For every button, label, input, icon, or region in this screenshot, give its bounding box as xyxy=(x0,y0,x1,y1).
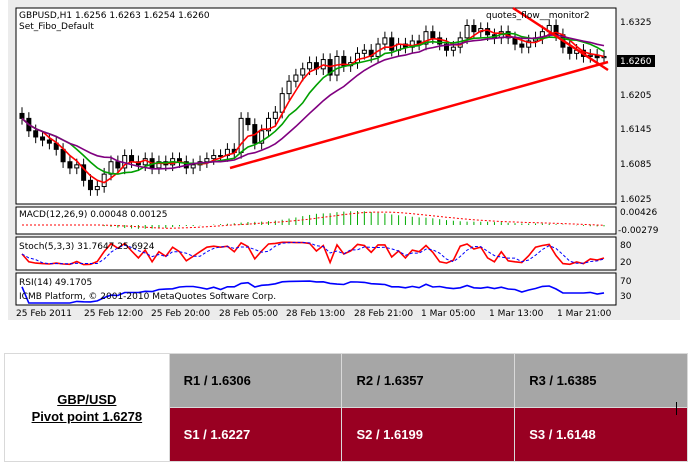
rsi-line xyxy=(21,280,605,304)
pivot-table: GBP/USD Pivot point 1.6278 R1 / 1.6306 R… xyxy=(4,353,688,462)
candle-body xyxy=(526,40,532,48)
macd-tick: 0.00426 xyxy=(620,208,657,218)
candle-body xyxy=(464,24,470,39)
candle-body xyxy=(115,161,121,169)
chart-template: Set_Fibo_Default xyxy=(19,22,94,32)
candle-body xyxy=(101,173,107,188)
candle-body xyxy=(444,43,450,51)
candle-body xyxy=(74,164,80,169)
candle-body xyxy=(204,158,210,163)
pivot-point: Pivot point 1.6278 xyxy=(31,408,143,424)
candle-body xyxy=(218,155,224,158)
time-label: 25 Feb 2011 xyxy=(16,309,72,319)
macd-label: MACD(12,26,9) 0.00048 0.00125 xyxy=(19,210,168,220)
stoch-tick: 80 xyxy=(620,241,632,251)
pair-name: GBP/USD xyxy=(57,391,117,407)
candle-body xyxy=(245,117,251,126)
stoch-tick: 20 xyxy=(620,258,632,268)
candle-body xyxy=(259,130,265,144)
pivot-title-cell: GBP/USD Pivot point 1.6278 xyxy=(4,353,170,462)
price-tick: 1.6145 xyxy=(620,125,652,135)
copyright: ICMB Platform, © 2001-2010 MetaQuotes So… xyxy=(19,292,276,302)
time-label: 25 Feb 20:00 xyxy=(151,309,210,319)
candle-body xyxy=(81,164,87,181)
ma-mid-line xyxy=(21,32,605,175)
rsi-tick: 30 xyxy=(620,292,632,302)
candle-body xyxy=(286,80,292,95)
candle-body xyxy=(33,130,39,138)
ma-fast-line xyxy=(21,29,605,184)
resistance-trendline[interactable] xyxy=(512,6,609,72)
candle-body xyxy=(211,155,217,160)
price-tick: 1.6325 xyxy=(620,18,652,28)
candle-body xyxy=(450,46,456,51)
time-label: 1 Mar 13:00 xyxy=(489,309,544,319)
chart-canvas[interactable]: GBPUSD,H1 1.6256 1.6263 1.6254 1.6260 Se… xyxy=(8,0,680,320)
support-s2: S2 / 1.6199 xyxy=(341,407,516,462)
resistance-r2: R2 / 1.6357 xyxy=(341,353,516,408)
support-s1: S1 / 1.6227 xyxy=(168,407,343,462)
indicator-tag: quotes_flow__monitor2 xyxy=(486,11,590,21)
candle-body xyxy=(87,179,93,191)
candle-body xyxy=(300,68,306,76)
candle-body xyxy=(382,37,388,45)
support-trendline[interactable] xyxy=(229,60,609,170)
price-chart[interactable]: GBPUSD,H1 1.6256 1.6263 1.6254 1.6260 Se… xyxy=(8,0,680,320)
time-label: 28 Feb 21:00 xyxy=(354,309,413,319)
resistance-r3: R3 / 1.6385 xyxy=(514,353,688,408)
stoch-main-line xyxy=(21,241,605,266)
resistance-r1: R1 / 1.6306 xyxy=(168,353,343,408)
candle-body xyxy=(46,139,52,144)
stoch-panel xyxy=(15,236,617,271)
macd-tick: -0.00279 xyxy=(618,226,659,236)
candle-body xyxy=(129,155,135,163)
price-series xyxy=(19,19,607,196)
time-label: 28 Feb 13:00 xyxy=(286,309,345,319)
candle-body xyxy=(361,49,367,54)
rsi-label: RSI(14) 49.1705 xyxy=(19,278,92,288)
candle-body xyxy=(293,74,299,82)
time-axis: 25 Feb 2011 25 Feb 12:00 25 Feb 20:00 28… xyxy=(16,309,612,319)
candle-body xyxy=(272,111,278,119)
candle-body xyxy=(279,93,285,113)
current-price-box xyxy=(617,55,655,67)
ma-slow-line xyxy=(21,34,605,170)
candle-body xyxy=(40,136,46,141)
rsi-tick: 70 xyxy=(620,277,632,287)
stoch-series xyxy=(21,241,605,266)
candle-body xyxy=(67,161,73,169)
stoch-signal-line xyxy=(21,241,605,265)
candle-body xyxy=(307,62,313,70)
stoch-label: Stoch(5,3,3) 31.7647 25.6924 xyxy=(19,242,155,252)
support-s3: S3 / 1.6148 xyxy=(514,407,688,462)
candle-body xyxy=(19,112,25,119)
time-label: 1 Mar 21:00 xyxy=(557,309,612,319)
price-tick: 1.6025 xyxy=(620,195,652,205)
candle-body xyxy=(238,117,244,153)
time-label: 25 Feb 12:00 xyxy=(84,309,143,319)
candle-body xyxy=(60,148,66,163)
rsi-panel xyxy=(15,272,617,306)
text-cursor xyxy=(676,402,677,415)
chart-header: GBPUSD,H1 1.6256 1.6263 1.6254 1.6260 xyxy=(19,11,210,21)
candle-body xyxy=(423,31,429,45)
candle-body xyxy=(519,43,525,48)
candle-body xyxy=(567,46,573,54)
time-label: 1 Mar 05:00 xyxy=(421,309,476,319)
price-tick: 1.6085 xyxy=(620,160,652,170)
price-tick: 1.6205 xyxy=(620,91,652,101)
candle-body xyxy=(389,37,395,51)
candle-body xyxy=(471,24,477,33)
rsi-series xyxy=(21,280,605,304)
candle-body xyxy=(190,164,196,169)
macd-series xyxy=(22,211,605,229)
time-label: 28 Feb 05:00 xyxy=(219,309,278,319)
candle-body xyxy=(430,31,436,39)
candle-body xyxy=(94,186,100,191)
candle-body xyxy=(437,37,443,45)
candle-body xyxy=(265,117,271,132)
current-price-label: 1.6260 xyxy=(620,57,652,67)
macd-signal-line xyxy=(22,211,605,229)
